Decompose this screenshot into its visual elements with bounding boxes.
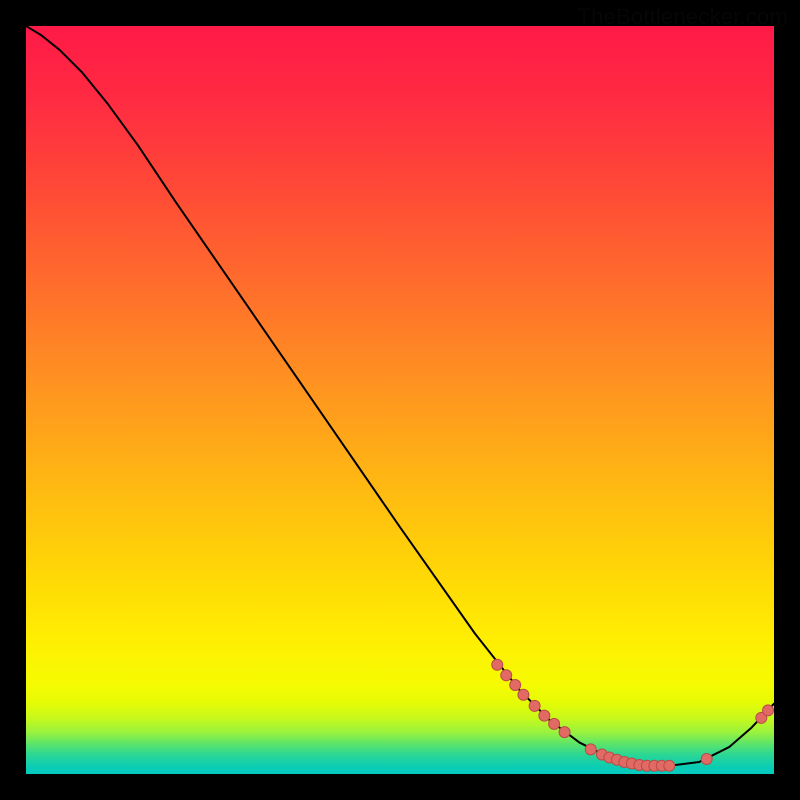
data-marker [492, 659, 503, 670]
data-marker [664, 760, 675, 771]
data-marker [763, 705, 774, 716]
data-marker [559, 727, 570, 738]
data-marker [701, 754, 712, 765]
data-marker [529, 700, 540, 711]
chart-canvas: TheBottlenecker.com [0, 0, 800, 800]
plot-background [26, 26, 774, 774]
data-marker [585, 744, 596, 755]
data-marker [539, 710, 550, 721]
data-marker [510, 679, 521, 690]
data-marker [549, 718, 560, 729]
bottleneck-chart [0, 0, 800, 800]
data-marker [518, 689, 529, 700]
data-marker [501, 670, 512, 681]
